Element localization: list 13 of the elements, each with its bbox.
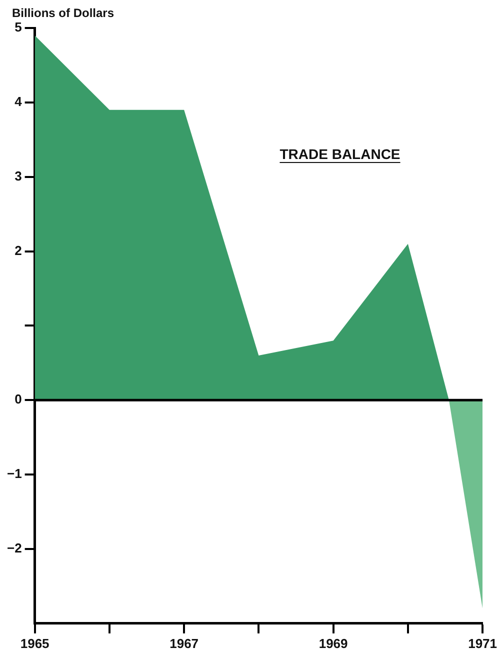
x-tick-label: 1967 (170, 636, 199, 651)
y-tick-label: 4 (14, 94, 23, 110)
y-tick-label: 2 (14, 242, 22, 258)
annotation: TRADE BALANCE (278, 146, 402, 162)
y-axis-title: Billions of Dollars (12, 6, 114, 20)
x-tick-label: 1971 (468, 636, 497, 651)
x-tick-label: 1969 (318, 636, 348, 651)
y-tick-label: 0 (14, 392, 22, 407)
y-tick-label: 3 (14, 168, 22, 184)
x-tick-label: 1965 (20, 636, 50, 651)
y-tick-label: −2 (6, 540, 22, 556)
y-tick-label: −1 (6, 466, 22, 482)
y-tick-label: 5 (14, 20, 22, 35)
